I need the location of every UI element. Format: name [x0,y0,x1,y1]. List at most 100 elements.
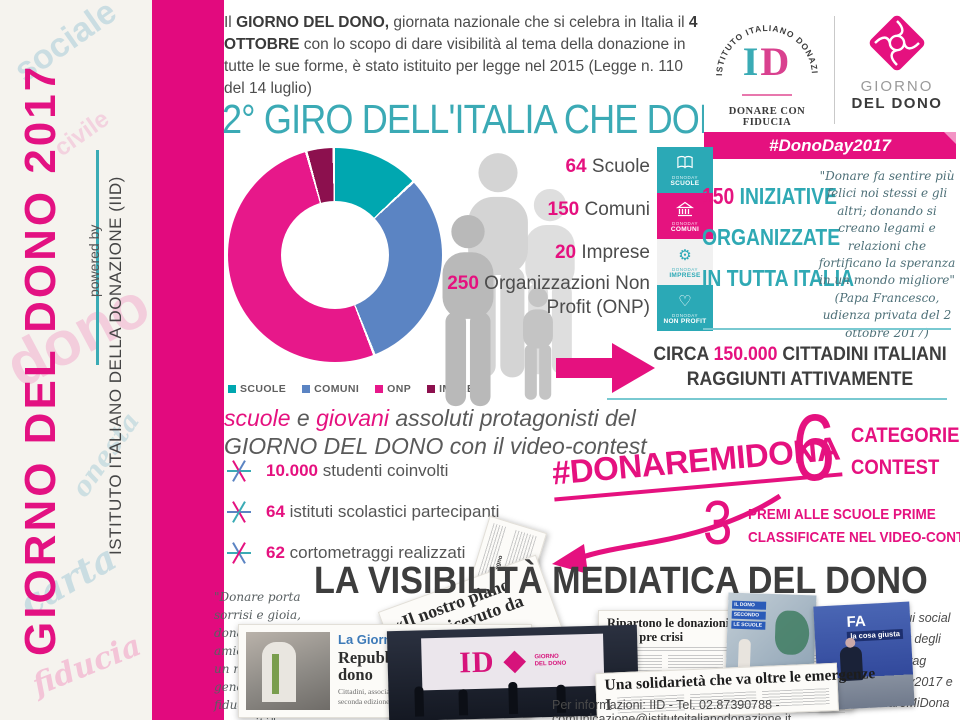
bank-icon [675,200,695,220]
footer-contact: Per informazioni: IID - Tel. 02.87390788… [552,698,792,720]
person-icon [442,214,494,407]
magenta-strip [152,0,224,720]
badge-imprese: ⚙ DONODAY IMPRESE [657,239,713,285]
stat-comuni: 150 Comuni [424,199,650,221]
reach-text: RAGGIUNTI ATTIVAMENTE [686,368,914,390]
donut-hole [281,201,389,309]
stat-value: 150 [547,199,580,220]
sidebar-title: GIORNO DEL DONO 2017 [16,63,65,657]
iid-underline [742,94,792,96]
stat-label: Comuni [579,199,650,220]
categories-number: 6 [792,395,836,501]
badge-label: NON PROFIT [663,317,707,325]
vc-highlight: giovani [316,405,389,431]
sidebar: sociale civile dono onesta carta fiducia… [0,0,152,720]
intro-text: con lo scopo di dare visibilità al tema … [224,36,686,97]
prizes-label: CLASSIFICATE NEL VIDEO-CONTEST [748,529,960,546]
prizes-label: PREMI ALLE SCUOLE PRIME [748,506,936,523]
stat-scuole: 64 Scuole [424,156,650,178]
bullet-value: 10.000 [266,461,318,480]
arrow-right-icon [556,343,655,393]
organization-label: ISTITUTO ITALIANO DELLA DONAZIONE (IID) [106,176,125,555]
sidebar-divider [96,150,99,365]
vc-text: assoluti protagonisti del [388,405,636,431]
person-figure [458,689,469,716]
iid-tagline: DONARE CON FIDUCIA [728,106,806,128]
legend-item: ONP [375,383,411,395]
brand-line1: GIORNO [860,78,934,95]
stat-value: 64 [565,156,587,177]
asterisk-icon [227,460,251,482]
bullet-istituti: 64 istituti scolastici partecipanti [226,499,499,525]
intro-bold: 4 OTTOBRE [224,14,698,53]
bullet-value: 64 [266,502,285,521]
legend-label: SCUOLE [240,383,287,395]
pope-quote: "Donare fa sentire più felici noi stessi… [816,168,958,342]
brand-line2: DEL DONO [851,95,943,112]
badge-small-label: DONODAY [672,312,698,318]
bullet-cortometraggi: 62 cortometraggi realizzati [226,540,465,566]
bullet-label: istituti scolastici partecipanti [284,502,500,521]
bullet-studenti: 10.000 studenti coinvolti [226,458,448,484]
curved-arrow-icon [552,493,782,574]
tv-caption-line: SECONDO [731,610,766,620]
divider-line [703,328,951,330]
quote-text: "Donare fa sentire più felici noi stessi… [818,169,956,288]
people-silhouettes [420,148,590,410]
book-icon [675,154,695,174]
legend-swatch [302,385,311,393]
stat-label: Imprese [576,242,650,263]
categories-label: CATEGORIE [851,424,960,447]
badge-nonprofit: ♡ DONODAY NON PROFIT [657,285,713,331]
stat-label: Scuole [586,156,650,177]
person-figure [508,681,519,715]
iniziative-block: 150 INIZIATIVE ORGANIZZATE IN TUTTA ITAL… [702,176,854,299]
legend-item: COMUNI [302,383,359,395]
tv-show-title: FA [846,612,867,631]
bullet-label: studenti coinvolti [318,461,449,480]
intro-paragraph: Il GIORNO DEL DONO, giornata nazionale c… [224,12,704,100]
donut-chart [228,148,442,362]
vc-highlight: scuole [224,405,291,431]
donoday-badges: DONODAY SCUOLE DONODAY COMUNI ⚙ DONODAY … [657,147,713,331]
reach-number: 150.000 [713,344,778,365]
divider-line [607,398,947,400]
stat-label: Organizzazioni Non Profit (ONP) [478,273,650,318]
diamond-icon [503,650,526,674]
tv-show-subtitle: la cosa giusta [847,628,904,642]
badge-comuni: DONODAY COMUNI [657,193,713,239]
bullet-label: cortometraggi realizzati [284,543,466,562]
iniziative-text: ORGANIZZATE [702,224,841,250]
intro-text: giornata nazionale che si celebra in Ita… [389,14,689,31]
iniziative-number: 150 [702,183,735,209]
reach-statement: CIRCA 150.000 CITTADINI ITALIANI RAGGIUN… [653,343,947,392]
badge-small-label: DONODAY [672,174,698,180]
gears-icon: ⚙ [678,246,692,264]
stat-value: 250 [447,273,479,294]
legend-label: ONP [387,383,412,395]
giorno-del-dono-logo: GIORNO DEL DONO [838,8,956,130]
iniziative-text: IN TUTTA ITALIA [702,265,855,291]
iniziative-text: INIZIATIVE [734,183,837,209]
person-icon [523,287,553,400]
donoday-banner: #DonoDay2017 [704,132,956,159]
clipping-subhead [607,646,750,651]
legend-swatch [427,385,436,393]
badge-small-label: DONODAY [672,266,698,272]
iid-circle-text: ISTITUTO ITALIANO DONAZIONE [710,8,819,76]
tv-caption-line: LE SCUOLE [731,620,766,630]
stat-value: 20 [554,242,577,263]
stat-imprese: 20 Imprese [424,242,650,264]
iid-logo: ISTITUTO ITALIANO DONAZIONE ID DONARE CO… [704,8,830,130]
event-brand: GIORNO [534,653,559,661]
quote-attribution: (Papa Francesco, udienza privata del 2 o… [822,290,952,340]
legend-item: SCUOLE [228,383,286,395]
legend-swatch [375,385,384,393]
badge-label: IMPRESE [669,271,701,279]
asterisk-icon [227,542,251,564]
intro-text: Il [224,14,237,31]
event-id-logo: ID [458,645,496,680]
legend-swatch [228,385,236,393]
logo-divider [834,16,835,124]
